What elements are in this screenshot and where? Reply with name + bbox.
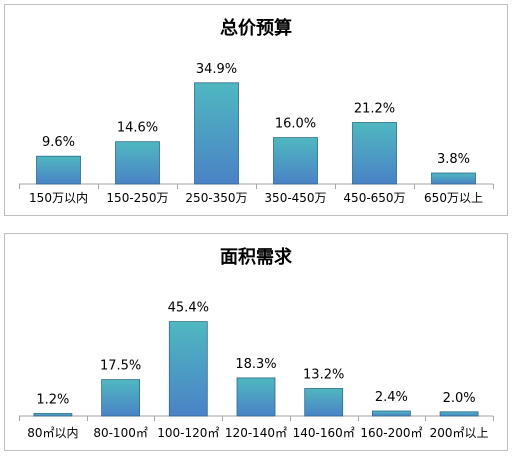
area-category-label: 160-200㎡ <box>360 426 422 440</box>
budget-data-label: 34.9% <box>196 62 237 77</box>
area-data-label: 2.0% <box>443 391 476 406</box>
area-data-label: 13.2% <box>303 368 344 383</box>
budget-category-label: 350-450万 <box>264 191 326 205</box>
budget-data-label: 21.2% <box>354 102 395 117</box>
budget-bar <box>36 155 81 185</box>
budget-bar <box>352 122 397 185</box>
budget-data-label: 16.0% <box>275 117 316 132</box>
budget-chart-title: 总价预算 <box>220 17 292 39</box>
area-chart-title: 面积需求 <box>220 246 293 268</box>
area-data-label: 45.4% <box>168 301 209 316</box>
area-category-label: 80-100㎡ <box>93 426 148 440</box>
area-bar <box>371 410 411 417</box>
budget-data-label: 3.8% <box>437 152 470 167</box>
budget-chart: 总价预算 9.6% 150万以内 14.6% 150-250万 34.9% 250-350… <box>19 17 494 205</box>
area-bar <box>439 411 479 417</box>
budget-category-label: 150万以内 <box>29 191 88 205</box>
area-category-label: 200㎡以上 <box>430 426 489 440</box>
area-bar <box>304 388 344 417</box>
area-chart-panel: 面积需求 1.2% 80㎡以内 17.5% 80-100㎡ 45.4% 100-120㎡ 1… <box>4 233 508 451</box>
area-category-label: 100-120㎡ <box>157 426 219 440</box>
budget-bar <box>194 82 239 185</box>
area-bar <box>236 377 276 417</box>
area-bar <box>33 413 73 417</box>
budget-bar <box>273 137 318 185</box>
budget-category-label: 250-350万 <box>185 191 247 205</box>
budget-category-label: 150-250万 <box>106 191 168 205</box>
area-data-label: 18.3% <box>235 357 276 372</box>
budget-chart-panel: 总价预算 9.6% 150万以内 14.6% 150-250万 34.9% 250-350… <box>4 4 508 216</box>
area-category-label: 120-140㎡ <box>225 426 287 440</box>
budget-bar <box>115 141 160 185</box>
budget-category-label: 450-650万 <box>343 191 405 205</box>
area-bar <box>168 321 208 417</box>
area-bar <box>101 379 140 417</box>
area-data-label: 1.2% <box>36 393 69 408</box>
budget-category-label: 650万以上 <box>424 191 483 205</box>
area-category-label: 80㎡以内 <box>27 426 78 440</box>
area-chart: 面积需求 1.2% 80㎡以内 17.5% 80-100㎡ 45.4% 100-120㎡ 1… <box>19 246 494 440</box>
budget-data-label: 14.6% <box>117 121 158 136</box>
budget-bar <box>431 172 476 185</box>
area-data-label: 2.4% <box>375 390 408 405</box>
budget-data-label: 9.6% <box>42 135 75 150</box>
area-data-label: 17.5% <box>100 359 141 374</box>
area-category-label: 140-160㎡ <box>293 426 355 440</box>
